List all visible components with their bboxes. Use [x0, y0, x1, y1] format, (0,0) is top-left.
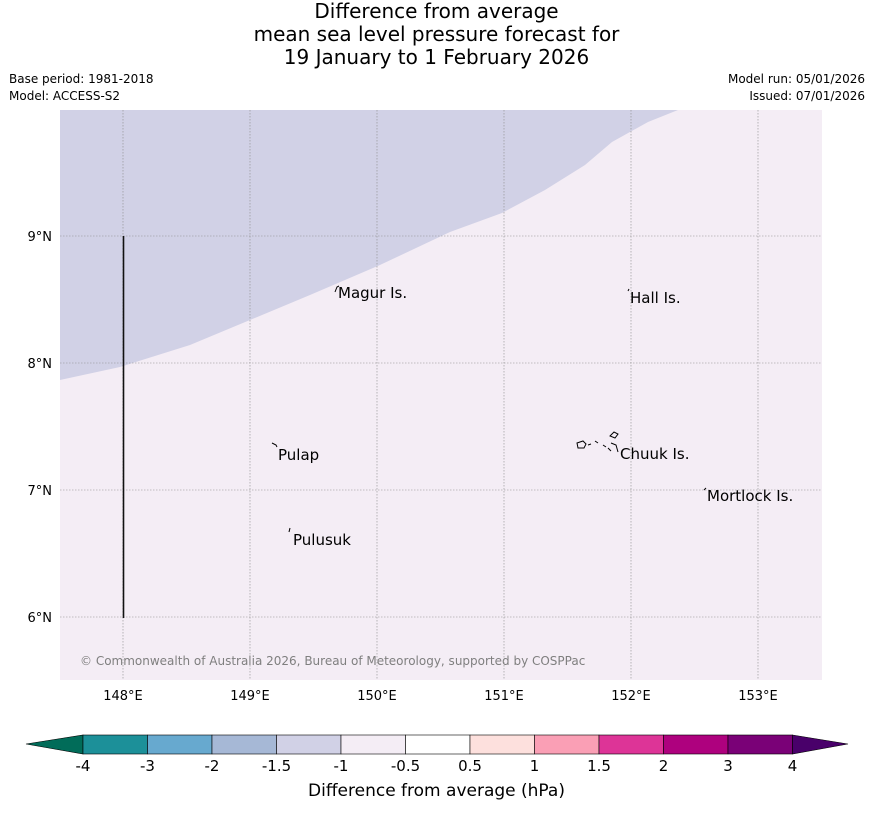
island-outlines: [271, 285, 707, 533]
colorbar-segment-6: [405, 734, 471, 755]
place-label-pulusuk: Pulusuk: [293, 531, 351, 549]
colorbar-segment-3: [211, 734, 277, 755]
colorbar-tick-1: -4: [76, 757, 91, 775]
colorbar-segment-9: [598, 734, 664, 755]
lon-label-153: 153°E: [738, 689, 778, 704]
pulap-island-shape: [271, 442, 278, 448]
lon-label-148: 148°E: [103, 689, 143, 704]
lon-label-152: 152°E: [611, 689, 651, 704]
colorbar-tick-9: 1.5: [587, 757, 611, 775]
colorbar-segment-2: [147, 734, 213, 755]
colorbar-extend-high: [792, 734, 849, 755]
colorbar-tick-4: -1.5: [262, 757, 291, 775]
colorbar-tick-7: 0.5: [458, 757, 482, 775]
lat-label-9: 9°N: [28, 230, 53, 245]
colorbar-tick-6: -0.5: [391, 757, 420, 775]
title-line-1: Difference from average: [314, 0, 559, 23]
title-line-3: 19 January to 1 February 2026: [283, 45, 590, 69]
colorbar-tick-3: -2: [205, 757, 220, 775]
model-run: Model run: 05/01/2026: [727, 72, 865, 86]
colorbar-tick-10: 2: [659, 757, 669, 775]
hall-island-shape: [627, 288, 630, 292]
colorbar-tick-11: 3: [723, 757, 733, 775]
colorbar-tick-5: -1: [334, 757, 349, 775]
colorbar-segment-1: [82, 734, 148, 755]
lat-label-8: 8°N: [28, 357, 53, 372]
colorbar-tick-12: 4: [788, 757, 798, 775]
negative-anomaly-region: [60, 110, 678, 380]
chuuk-lagoon-shape: [576, 431, 619, 453]
colorbar-segment-7: [469, 734, 535, 755]
place-label-chuuk: Chuuk Is.: [620, 445, 689, 463]
colorbar-tick-8: 1: [530, 757, 540, 775]
copyright-notice: © Commonwealth of Australia 2026, Bureau…: [80, 654, 585, 668]
colorbar-segment-11: [727, 734, 793, 755]
pulusuk-island-shape: [288, 527, 291, 533]
lat-label-6: 6°N: [28, 611, 53, 626]
place-label-pulap: Pulap: [278, 446, 319, 464]
magur-island-shape: [334, 285, 340, 293]
lat-label-7: 7°N: [28, 484, 53, 499]
place-label-hall: Hall Is.: [630, 289, 681, 307]
colorbar-segment-4: [276, 734, 342, 755]
issued-date: Issued: 07/01/2026: [749, 89, 865, 103]
colorbar-segment-10: [663, 734, 729, 755]
place-label-magur: Magur Is.: [338, 284, 407, 302]
colorbar: [25, 734, 849, 755]
colorbar-segment-5: [340, 734, 406, 755]
colorbar-tick-2: -3: [140, 757, 155, 775]
base-period: Base period: 1981-2018: [9, 72, 154, 86]
model-name: Model: ACCESS-S2: [9, 89, 121, 103]
lon-label-151: 151°E: [484, 689, 524, 704]
mortlock-island-shape: [703, 487, 707, 491]
colorbar-extend-low: [25, 734, 84, 755]
place-label-mortlock: Mortlock Is.: [707, 487, 793, 505]
colorbar-label: Difference from average (hPa): [308, 781, 565, 801]
title-line-2: mean sea level pressure forecast for: [253, 22, 620, 46]
lon-label-149: 149°E: [230, 689, 270, 704]
colorbar-segment-8: [534, 734, 600, 755]
lon-label-150: 150°E: [357, 689, 397, 704]
